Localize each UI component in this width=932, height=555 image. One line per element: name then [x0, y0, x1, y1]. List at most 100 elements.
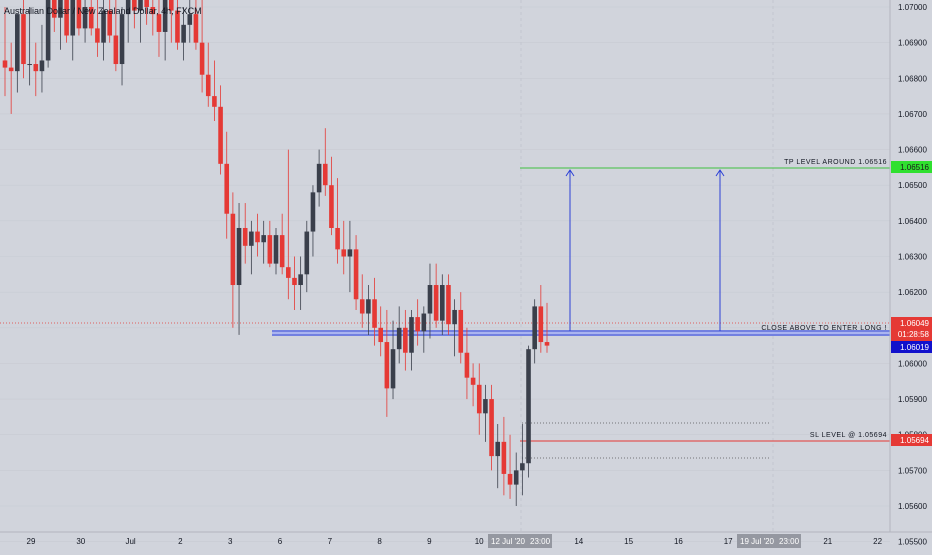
- candle-body-up[interactable]: [298, 274, 303, 286]
- candle-body-down[interactable]: [175, 10, 180, 43]
- candle-body-up[interactable]: [27, 64, 32, 66]
- candle-body-up[interactable]: [526, 349, 531, 464]
- candle-body-up[interactable]: [439, 285, 445, 321]
- candle-body-up[interactable]: [138, 0, 143, 11]
- candle-body-down[interactable]: [205, 74, 211, 97]
- candle-body-up[interactable]: [304, 231, 310, 275]
- candle-body-up[interactable]: [396, 327, 402, 350]
- candle-body-down[interactable]: [132, 0, 137, 11]
- candle-body-down[interactable]: [21, 14, 26, 65]
- candle-body-up[interactable]: [261, 235, 266, 243]
- candle-body-down[interactable]: [384, 342, 390, 389]
- candle-body-down[interactable]: [218, 106, 223, 164]
- candle-body-up[interactable]: [310, 192, 316, 232]
- candle-body-down[interactable]: [212, 96, 217, 107]
- candle-body-up[interactable]: [249, 231, 254, 246]
- candle-body-down[interactable]: [224, 163, 230, 214]
- candle-body-down[interactable]: [329, 185, 334, 228]
- price-tick-label: 1.06300: [898, 253, 927, 262]
- candle-body-down[interactable]: [538, 306, 544, 343]
- candle-body-down[interactable]: [341, 249, 347, 257]
- candle-body-down[interactable]: [51, 0, 57, 18]
- candle-body-up[interactable]: [366, 299, 371, 314]
- candle-body-down[interactable]: [113, 35, 119, 65]
- candle-body-up[interactable]: [162, 0, 168, 32]
- chart-title: Australian Dollar / New Zealand Dollar, …: [4, 6, 202, 16]
- candle-body-down[interactable]: [322, 163, 328, 186]
- candle-body-up[interactable]: [390, 349, 396, 389]
- candle-body-up[interactable]: [273, 235, 279, 264]
- candle-body-down[interactable]: [292, 277, 297, 286]
- candle-body-down[interactable]: [415, 317, 420, 332]
- candle-body-up[interactable]: [82, 7, 88, 29]
- candle-body-down[interactable]: [230, 213, 236, 286]
- candle-body-down[interactable]: [359, 299, 365, 314]
- candle-body-down[interactable]: [33, 64, 39, 72]
- candle-body-up[interactable]: [427, 285, 433, 314]
- candle-body-down[interactable]: [255, 231, 260, 243]
- candle-body-up[interactable]: [421, 313, 427, 332]
- candle-body-up[interactable]: [495, 441, 501, 457]
- candle-body-down[interactable]: [279, 235, 285, 268]
- candle-body-down[interactable]: [199, 42, 205, 75]
- candle-body-down[interactable]: [2, 60, 8, 68]
- candle-body-up[interactable]: [520, 463, 525, 471]
- candle-body-down[interactable]: [76, 0, 82, 29]
- candle-body-down[interactable]: [88, 7, 94, 29]
- candle-body-down[interactable]: [458, 309, 464, 353]
- candle-body-down[interactable]: [168, 0, 174, 11]
- candle-body-up[interactable]: [236, 227, 242, 286]
- candle-body-down[interactable]: [64, 0, 69, 36]
- candle-body-down[interactable]: [242, 227, 248, 246]
- support-zone[interactable]: [272, 330, 890, 336]
- candle-body-down[interactable]: [107, 10, 113, 36]
- candle-body-down[interactable]: [372, 299, 377, 328]
- time-cursor-box-1: [488, 534, 552, 548]
- candle-body-down[interactable]: [95, 28, 100, 43]
- candle-body-up[interactable]: [181, 24, 186, 43]
- candle-body-up[interactable]: [409, 317, 414, 353]
- candle-body-down[interactable]: [476, 384, 482, 414]
- sl-price-box: [891, 434, 932, 446]
- candle-body-down[interactable]: [335, 227, 340, 250]
- candle-body-up[interactable]: [452, 309, 457, 325]
- candle-body-up[interactable]: [101, 10, 106, 43]
- candle-body-up[interactable]: [532, 306, 537, 350]
- candle-body-up[interactable]: [45, 0, 51, 61]
- entry-annotation[interactable]: CLOSE ABOVE TO ENTER LONG !: [761, 325, 887, 332]
- candle-body-down[interactable]: [8, 67, 14, 72]
- candle-body-up[interactable]: [347, 249, 353, 257]
- candle-body-down[interactable]: [489, 399, 494, 457]
- candle-body-up[interactable]: [15, 14, 20, 72]
- candle-body-up[interactable]: [125, 0, 131, 15]
- candle-body-down[interactable]: [267, 235, 273, 264]
- tp-annotation[interactable]: TP LEVEL AROUND 1.06516: [784, 159, 887, 166]
- time-tick-label: 17: [724, 537, 733, 546]
- candle-body-up[interactable]: [39, 60, 45, 72]
- candle-body-up[interactable]: [119, 14, 125, 65]
- candle-body-down[interactable]: [433, 285, 439, 321]
- sl-annotation[interactable]: SL LEVEL @ 1.05694: [810, 432, 887, 439]
- candle-body-down[interactable]: [150, 7, 156, 15]
- candle-body-up[interactable]: [316, 163, 322, 193]
- candle-body-up[interactable]: [70, 0, 76, 36]
- candle-body-down[interactable]: [403, 327, 408, 353]
- candle-body-up[interactable]: [483, 399, 488, 414]
- candle-body-down[interactable]: [144, 0, 149, 8]
- candle-body-down[interactable]: [378, 327, 384, 343]
- candle-body-down[interactable]: [501, 441, 507, 474]
- candle-body-down[interactable]: [193, 14, 199, 43]
- candle-body-down[interactable]: [446, 285, 451, 325]
- candle-body-down[interactable]: [544, 342, 550, 346]
- candle-body-down[interactable]: [507, 473, 513, 485]
- candle-body-down[interactable]: [464, 352, 470, 378]
- candle-body-up[interactable]: [58, 0, 63, 18]
- candle-body-down[interactable]: [286, 267, 291, 278]
- candle-body-down[interactable]: [470, 377, 476, 385]
- candle-body-down[interactable]: [156, 14, 162, 32]
- candle-body-down[interactable]: [353, 249, 359, 300]
- candle-body-up[interactable]: [513, 470, 519, 485]
- candle-body-up[interactable]: [187, 14, 193, 25]
